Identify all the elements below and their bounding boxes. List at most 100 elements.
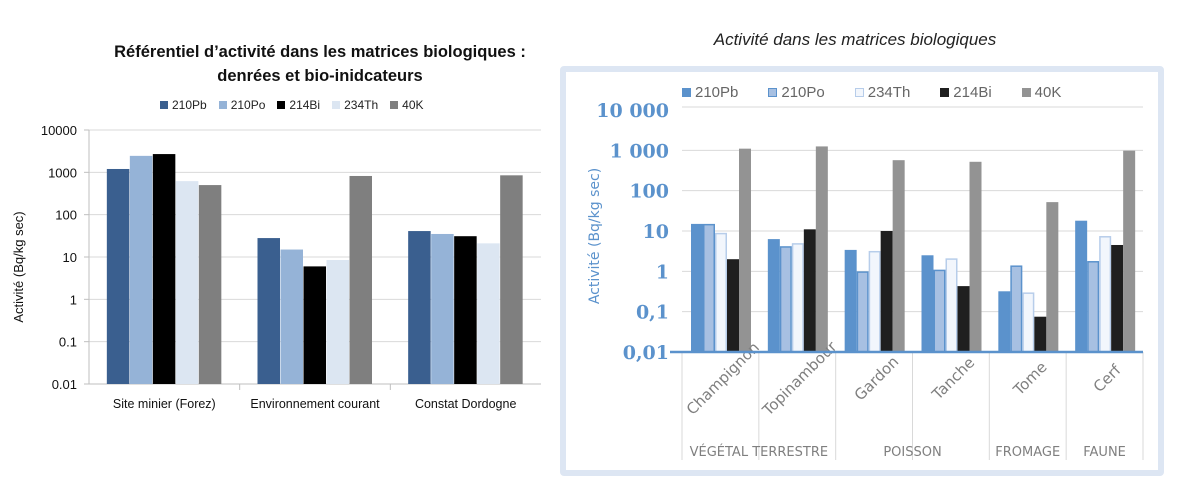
right-bar-214bi: [803, 229, 816, 353]
right-bar-210pb: [844, 249, 857, 353]
legend-swatch: [332, 101, 341, 109]
right-x-tick-label: Tanche: [928, 354, 978, 404]
right-bar-210po: [1087, 261, 1100, 353]
right-bar-40k: [1123, 150, 1136, 353]
legend-item: 214Bi: [277, 98, 320, 112]
right-x-tick-label: Cerf: [1090, 361, 1125, 396]
left-y-tick-label: 10: [63, 250, 77, 265]
right-bar-40k: [1046, 202, 1059, 353]
legend-swatch: [682, 88, 691, 97]
right-bar-210po: [779, 246, 792, 353]
left-bar-40k: [349, 175, 372, 384]
right-bar-210po: [1010, 265, 1023, 353]
legend-label: 214Bi: [953, 84, 992, 101]
left-bar-210po: [129, 155, 153, 384]
left-bar-40k: [198, 185, 222, 384]
legend-swatch: [218, 101, 227, 109]
right-bar-234th: [1022, 292, 1035, 353]
left-bar-214bi: [454, 236, 477, 384]
legend-swatch: [768, 88, 778, 97]
right-bar-214bi: [1111, 244, 1124, 353]
right-group-label: VÉGÉTAL TERRESTRE: [690, 444, 828, 460]
right-bar-234th: [715, 232, 727, 353]
right-bar-40k: [892, 160, 905, 353]
left-bar-210pb: [408, 231, 431, 384]
left-y-tick-label: 10000: [41, 123, 77, 138]
legend-item: 210Pb: [160, 98, 207, 112]
right-bar-234th: [1099, 236, 1112, 353]
right-bar-210po: [703, 223, 715, 353]
left-bar-214bi: [152, 154, 176, 384]
right-group-label: FROMAGE: [995, 445, 1060, 460]
left-bar-234th: [477, 243, 500, 384]
left-legend: 210Pb 210Po 214Bi 234Th 40K: [160, 98, 490, 112]
right-bar-214bi: [727, 259, 739, 353]
right-bar-214bi: [880, 231, 893, 353]
legend-swatch: [854, 88, 864, 97]
right-bar-210pb: [691, 223, 703, 353]
legend-item: 234Th: [854, 84, 910, 101]
right-y-tick-label: 0,01: [623, 342, 669, 364]
right-y-tick-label: 10: [643, 221, 669, 243]
left-y-axis-label: Activité (Bq/kg sec): [11, 211, 26, 322]
right-group-label: POISSON: [883, 445, 941, 460]
left-bar-234th: [175, 181, 199, 384]
right-bar-234th: [791, 243, 804, 353]
legend-swatch: [1021, 88, 1031, 97]
left-y-tick-label: 0.1: [59, 335, 77, 350]
legend-swatch: [390, 101, 399, 109]
legend-swatch: [940, 88, 950, 97]
right-y-tick-label: 100: [629, 181, 669, 203]
left-y-tick-label: 100: [55, 208, 77, 223]
legend-item: 40K: [1021, 84, 1062, 101]
left-bar-210po: [431, 233, 454, 384]
right-bar-40k: [815, 146, 828, 353]
right-bar-214bi: [957, 286, 970, 353]
left-title-line-1: Référentiel d’activité dans les matrices…: [114, 43, 526, 61]
left-bar-234th: [326, 259, 349, 384]
left-chart-title: Référentiel d’activité dans les matrices…: [60, 40, 580, 88]
right-y-tick-label: 10 000: [596, 100, 669, 122]
legend-item: 234Th: [332, 98, 378, 112]
left-y-tick-label: 0.01: [52, 377, 77, 392]
left-y-tick-label: 1000: [48, 165, 77, 180]
left-x-tick-label: Constat Dordogne: [415, 397, 517, 411]
left-x-tick-label: Site minier (Forez): [113, 397, 216, 411]
legend-label: 210Pb: [695, 84, 739, 101]
left-y-tick-label: 1: [70, 292, 77, 307]
left-bar-210pb: [106, 168, 130, 384]
right-x-tick-label: Tome: [1009, 358, 1050, 399]
left-bar-210pb: [257, 238, 280, 384]
left-bar-210po: [280, 249, 303, 384]
right-group-label: FAUNE: [1083, 445, 1126, 460]
right-y-tick-label: 0,1: [636, 302, 669, 324]
right-bar-40k: [739, 148, 751, 353]
right-bar-40k: [969, 161, 982, 353]
legend-item: 214Bi: [940, 84, 992, 101]
legend-label: 210Po: [230, 98, 266, 112]
right-bar-214bi: [1034, 316, 1047, 353]
legend-swatch: [277, 101, 286, 109]
right-y-axis-label: Activité (Bq/kg sec): [587, 168, 603, 304]
right-bar-210pb: [767, 239, 780, 353]
right-bar-234th: [868, 250, 881, 353]
legend-label: 234Th: [344, 98, 379, 112]
legend-item: 40K: [390, 98, 424, 112]
legend-label: 210Po: [781, 84, 825, 101]
right-bar-210pb: [998, 291, 1011, 353]
right-y-tick-label: 1: [656, 261, 669, 283]
legend-label: 40K: [1034, 84, 1062, 101]
right-x-tick-label: Gardon: [851, 353, 903, 405]
left-bar-40k: [500, 175, 523, 384]
right-legend: 210Pb 210Po 234Th 214Bi 40K: [682, 84, 1142, 101]
legend-item: 210Po: [218, 98, 266, 112]
right-bar-234th: [945, 258, 958, 353]
right-bar-210po: [933, 269, 946, 353]
legend-label: 214Bi: [289, 98, 321, 112]
left-title-line-2: denrées et bio-inidcateurs: [217, 67, 423, 85]
right-chart-title: Activité dans les matrices biologiques: [713, 30, 997, 49]
right-bar-210pb: [1075, 220, 1088, 353]
legend-label: 210Pb: [172, 98, 207, 112]
legend-item: 210Pb: [682, 84, 738, 101]
